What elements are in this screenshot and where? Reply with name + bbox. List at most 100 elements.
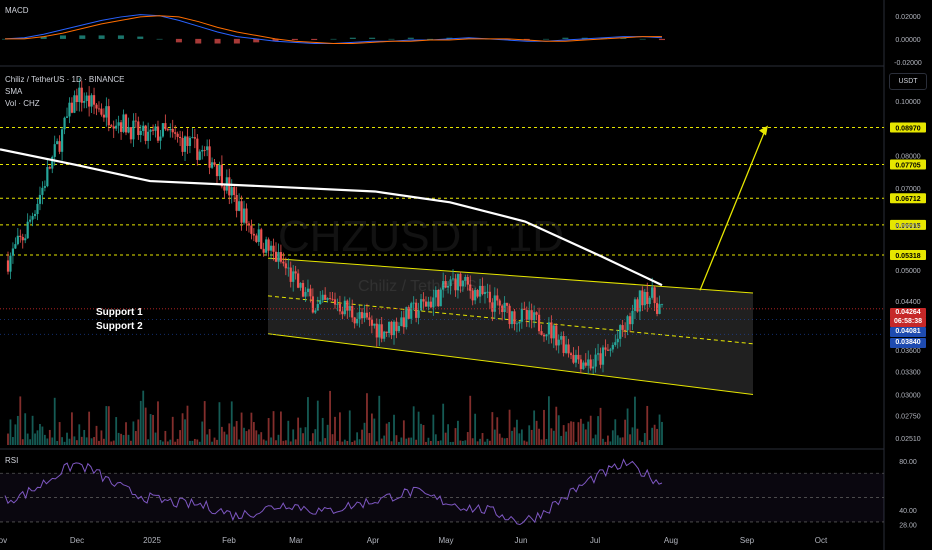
volume-bar [297,417,300,445]
candle [208,146,211,168]
candle [429,301,432,308]
volume-bar [257,434,260,445]
candle [21,237,24,241]
volume-bar [157,401,159,445]
volume-bar [159,440,162,445]
channel-mid [267,295,754,345]
volume-bar [304,427,307,445]
candle [11,248,15,256]
volume-bar [548,396,550,445]
candle [432,297,435,308]
candle [16,235,19,245]
candle [58,141,61,152]
candle [547,322,551,335]
candle [422,299,425,302]
candle [161,123,164,137]
volume-bar [597,416,599,445]
macd-tick-label: -0.02000 [894,60,922,67]
volume-bar [245,431,248,445]
candle [110,125,113,127]
volume-bar [169,439,172,445]
volume-bar [427,437,430,445]
macd-histogram-bar [427,38,434,40]
volume-bar [48,429,51,445]
candle [14,244,17,249]
candle [73,95,76,113]
volume-bar [405,438,408,445]
candle [520,308,523,322]
candle [459,273,462,287]
volume-bar [407,437,410,445]
volume-bar [112,440,115,445]
candle [147,131,150,141]
volume-bar [530,429,533,445]
volume-bar [110,441,113,445]
candle [341,311,344,315]
candle [233,187,236,195]
watermark-name: Chiliz / TetherUS [358,278,477,295]
macd-histogram-bar [175,38,182,43]
candle [171,129,174,133]
candle [506,302,509,306]
volume-bar [520,429,523,445]
volume-bar [629,434,631,445]
currency-button[interactable]: USDT [889,73,927,90]
macd-histogram-bar [330,38,337,40]
volume-bar [117,432,120,445]
candle [186,136,189,146]
candle [191,137,194,138]
candle [115,125,118,129]
candle [601,347,605,365]
volume-bar [149,414,152,445]
candle [132,120,135,140]
candle [397,326,401,332]
volume-bar [31,415,34,445]
candle [338,303,342,312]
candle [525,309,528,320]
x-tick-label: May [438,536,453,545]
candle [183,136,187,152]
volume-bar [161,441,164,445]
volume-bar [238,439,241,445]
candle [324,294,327,300]
macd-histogram-bar [137,36,144,39]
macd-histogram-bar [581,37,588,39]
candle [493,295,496,312]
level-tag [890,122,926,133]
candle [56,141,59,145]
volume-bar [498,433,501,445]
volume-bar [351,441,354,445]
volume-bar [523,440,526,445]
candle [262,248,265,253]
volume-bar [656,428,658,445]
candle [624,329,627,331]
volume-bar [309,441,312,445]
candle [567,344,570,354]
volume-bar [46,438,49,445]
level-tag [890,219,926,230]
candle [540,331,543,335]
candle [491,302,494,312]
price-tick-label: 0.04400 [895,299,920,306]
candle [112,126,115,129]
volume-bar [358,439,361,445]
volume-bar [68,438,71,445]
volume-bar [260,432,263,445]
volume-bar [452,441,454,445]
candle [592,366,595,369]
candle [454,278,457,291]
macd-histogram-bar [291,38,298,41]
macd-histogram-bar [465,37,472,39]
macd-histogram-bar [446,37,453,39]
candle [279,252,283,262]
rsi-line [4,458,663,526]
volume-bar [12,437,14,445]
volume-bar [61,437,63,445]
volume-bar [552,430,555,445]
candle [560,336,563,340]
volume-bar [638,440,641,445]
candle [215,164,219,177]
candle [419,299,423,311]
macd-histogram-bar [659,38,665,41]
candle [658,304,661,314]
